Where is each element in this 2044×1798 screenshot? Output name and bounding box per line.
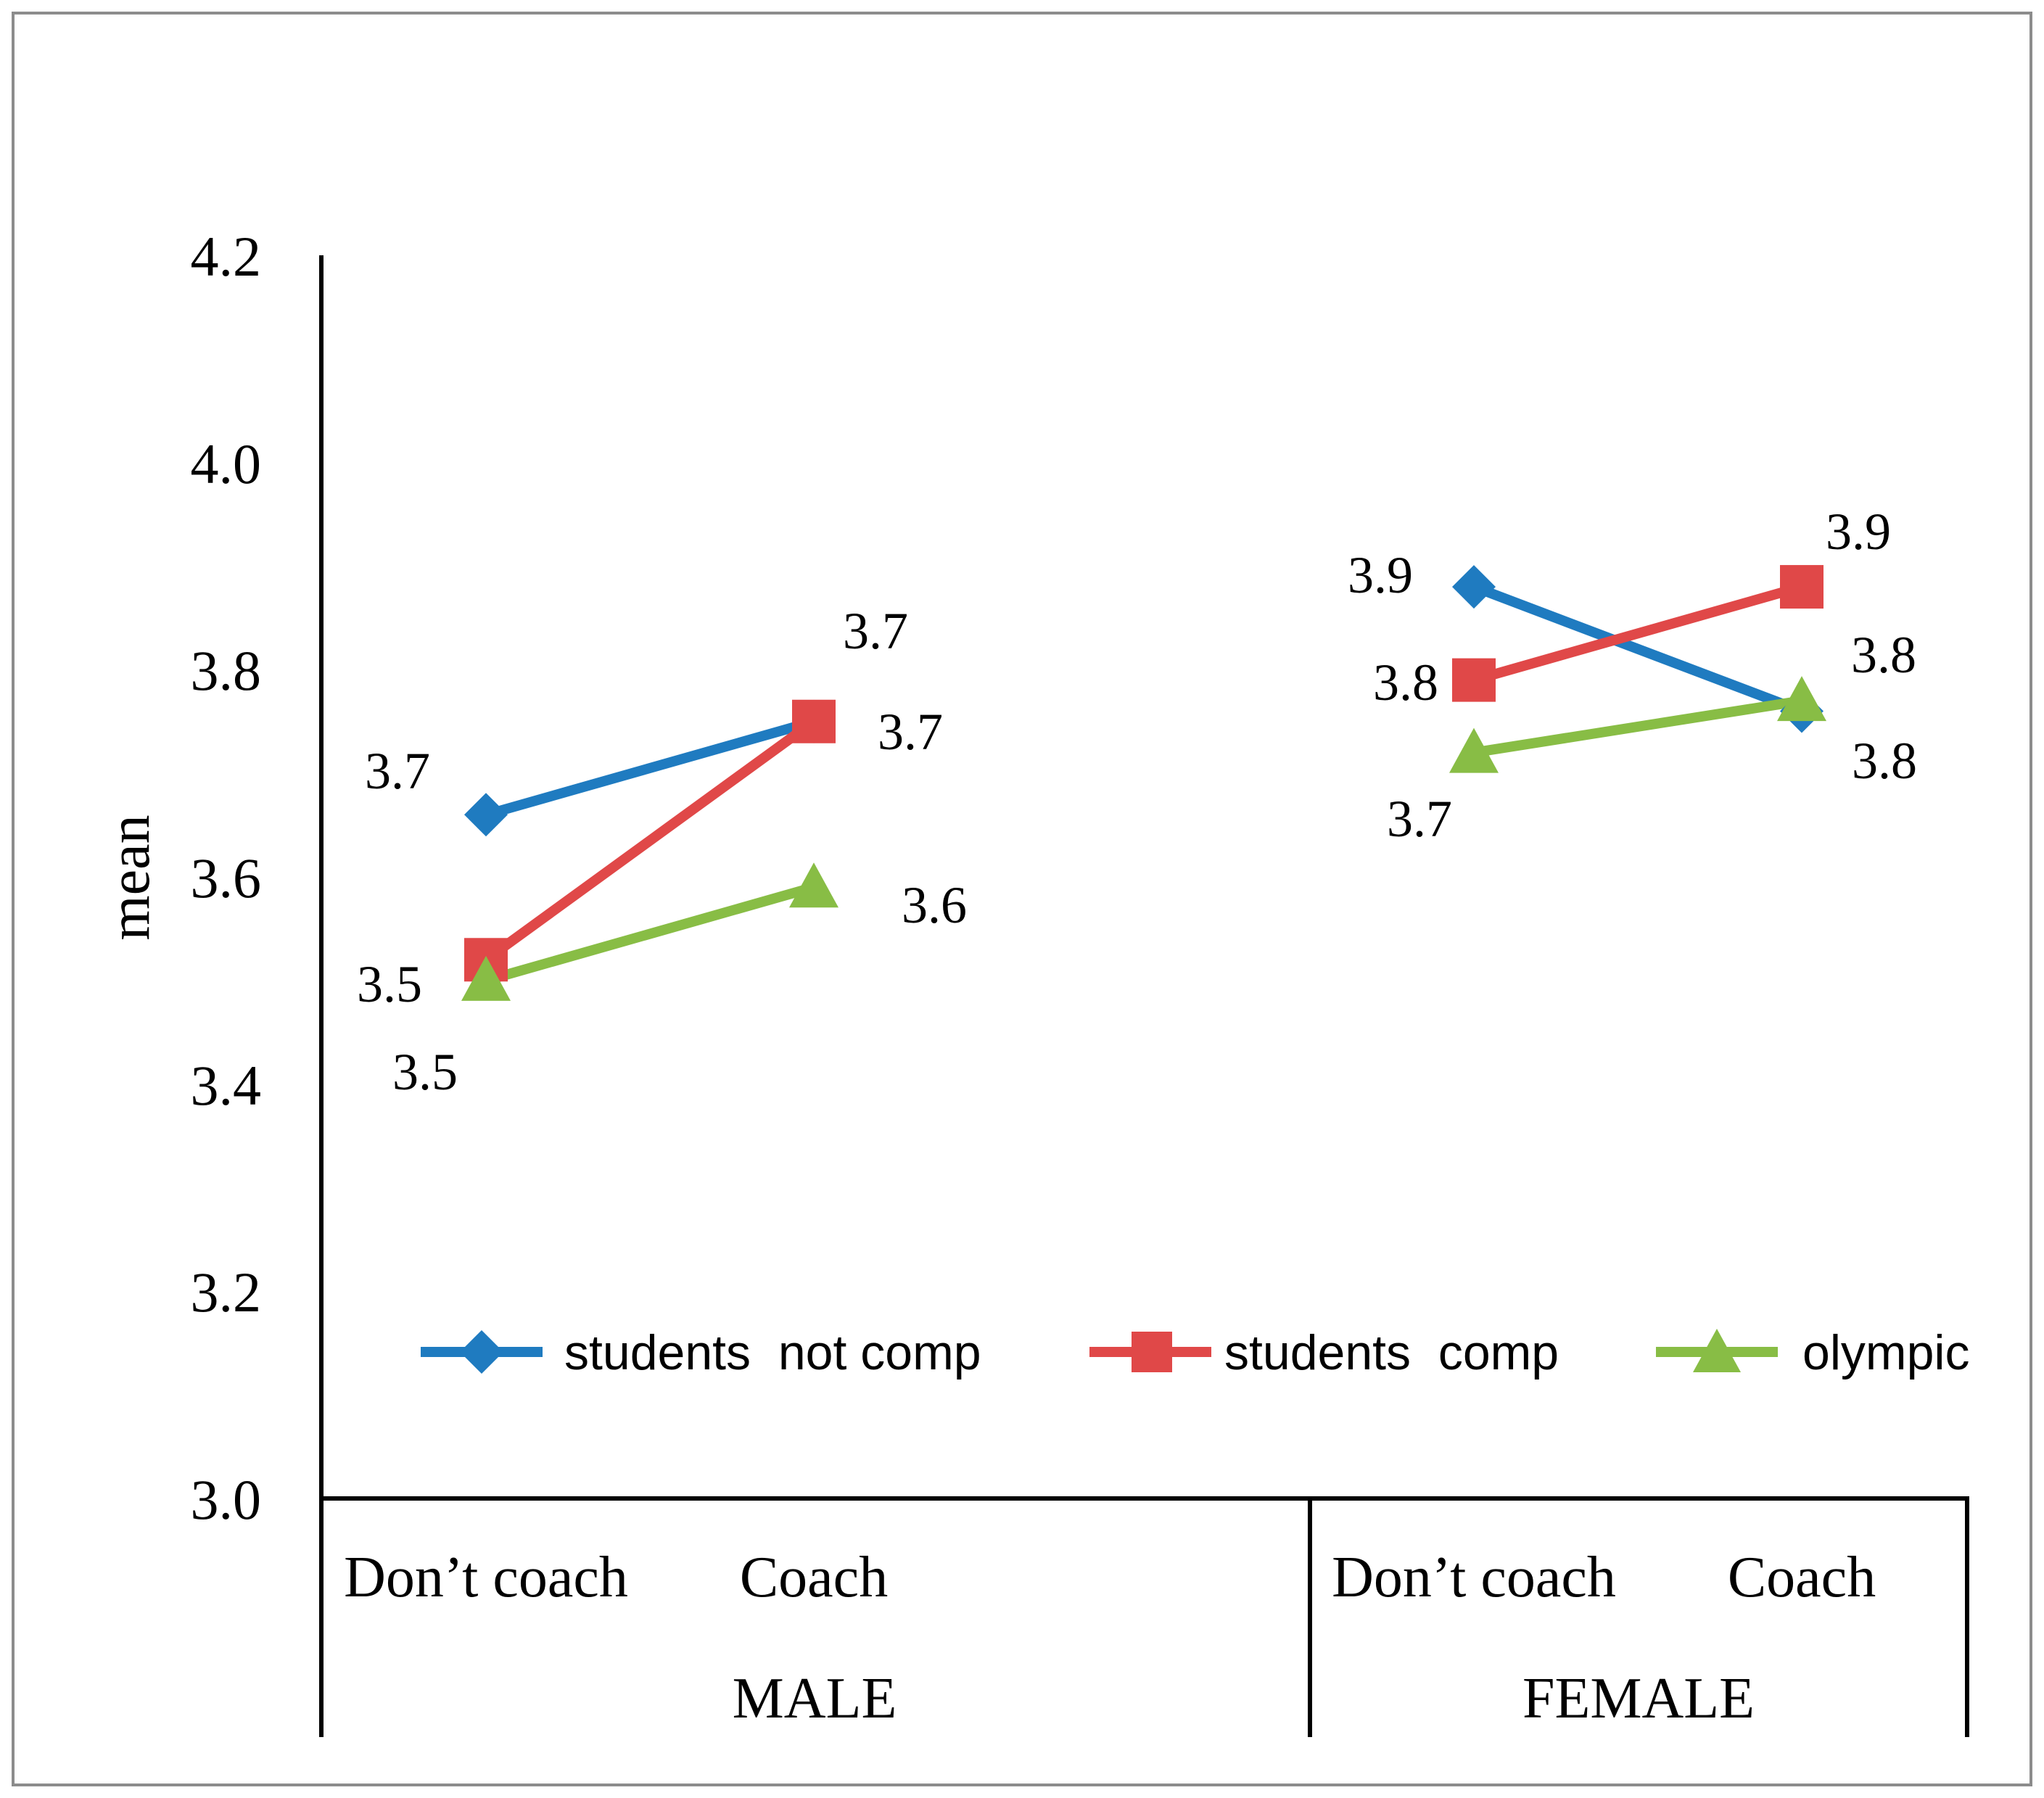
y-axis-title: mean [98,815,162,940]
data-labels: 3.7 3.7 3.5 3.7 3.5 3.6 3.9 3.8 3.8 3.9 … [357,503,1917,1101]
data-label: 3.5 [357,955,422,1013]
x-group-label-female: FEMALE [1522,1667,1755,1731]
y-tick-label: 4.2 [191,225,262,288]
data-label: 3.8 [1851,626,1916,684]
legend-item-students-not-comp: students not comp [421,1325,981,1380]
series-line-olympic [481,882,819,986]
data-point-triangle-olympic [461,955,511,1001]
chart-border [12,12,2032,1786]
y-tick-label: 3.2 [191,1261,262,1324]
x-group-label-male: MALE [733,1667,897,1731]
y-tick-label: 4.0 [191,432,262,495]
x-category-label: Coach [1728,1546,1876,1609]
data-label: 3.8 [1373,653,1438,712]
legend-label: olympic [1802,1325,1970,1380]
x-group-labels: MALE FEMALE [733,1667,1755,1731]
data-label: 3.7 [1387,790,1452,848]
x-category-label: Coach [740,1546,888,1609]
data-label: 3.8 [1852,732,1917,790]
y-tick-labels: 3.0 3.2 3.4 3.6 3.8 4.0 4.2 [191,225,262,1531]
data-label: 3.7 [878,703,943,761]
data-point-triangle-olympic [789,862,838,908]
x-category-label: Don’t coach [1332,1546,1616,1609]
data-label: 3.6 [902,876,967,934]
x-category-labels: Don’t coach Coach Don’t coach Coach [344,1546,1876,1609]
legend-item-olympic: olympic [1656,1325,1970,1380]
data-label: 3.7 [365,742,430,800]
y-tick-label: 3.4 [191,1054,262,1117]
data-point-triangle-olympic [1449,727,1499,773]
series-line-students-not-comp [481,716,819,820]
data-point-triangle-olympic [1777,676,1826,722]
legend-marker-triangle-icon [1693,1329,1741,1372]
data-label: 3.7 [843,602,908,660]
data-point-square-students-comp [792,699,836,743]
series-line-students-comp [481,716,819,965]
data-point-square-students-comp [1780,565,1823,609]
series-lines [481,582,1807,986]
y-tick-label: 3.0 [191,1468,262,1531]
y-tick-label: 3.8 [191,639,262,702]
y-tick-label: 3.6 [191,846,262,910]
legend-marker-diamond-icon [460,1330,503,1374]
legend-label: students not comp [564,1325,981,1380]
x-category-label: Don’t coach [344,1546,628,1609]
series-line-olympic [1469,696,1807,758]
series-line-students-comp [1469,582,1807,685]
series-line-students-not-comp [1469,582,1807,717]
data-point-diamond-students-not-comp [464,793,508,837]
data-label: 3.9 [1348,546,1413,604]
data-label: 3.9 [1826,503,1891,561]
legend: students not comp students comp olympic [421,1325,1970,1380]
data-label: 3.5 [392,1043,458,1101]
data-point-diamond-students-not-comp [1452,565,1496,609]
data-point-square-students-comp [1452,658,1496,702]
series-markers [461,565,1826,1001]
legend-label: students comp [1224,1325,1559,1380]
legend-marker-square-icon [1132,1332,1172,1372]
legend-item-students-comp: students comp [1089,1325,1559,1380]
